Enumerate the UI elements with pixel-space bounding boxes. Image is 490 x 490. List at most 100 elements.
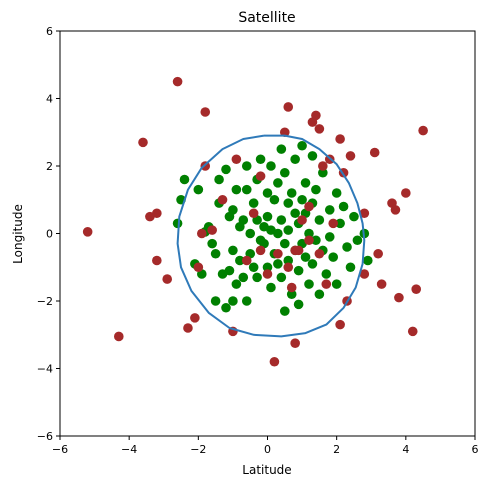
decision-boundary-line: [176, 134, 366, 338]
x-tick-label: −4: [121, 443, 137, 456]
x-tick-label: −6: [52, 443, 68, 456]
boundary-layer: [176, 134, 366, 338]
red-point: [262, 269, 273, 279]
red-point: [196, 228, 207, 239]
green-point: [300, 252, 311, 262]
red-point: [373, 248, 383, 259]
green-point: [307, 151, 318, 161]
red-point: [152, 208, 162, 219]
green-point: [279, 238, 290, 249]
green-point: [262, 262, 273, 273]
green-point: [314, 289, 325, 300]
green-point: [304, 228, 314, 239]
green-point: [293, 265, 304, 276]
chart-title: Satellite: [238, 10, 295, 26]
green-point: [172, 218, 183, 229]
green-point: [273, 228, 283, 239]
green-point: [241, 296, 252, 306]
red-point: [138, 137, 148, 148]
green-point: [283, 225, 294, 235]
red-point: [255, 171, 266, 181]
red-point: [82, 227, 93, 237]
red-point: [217, 194, 228, 205]
green-point: [269, 194, 280, 205]
red-point: [193, 262, 204, 273]
green-point: [228, 296, 238, 306]
y-tick-label: 6: [46, 25, 53, 38]
green-point: [241, 161, 252, 171]
green-point: [349, 211, 359, 222]
red-point: [248, 208, 259, 219]
red-point: [418, 125, 428, 136]
red-point: [162, 274, 173, 284]
green-point: [328, 252, 339, 262]
green-point: [207, 238, 217, 249]
red-point: [113, 331, 124, 342]
green-point: [179, 174, 190, 185]
green-point: [314, 215, 325, 225]
red-point: [411, 284, 422, 294]
red-point: [290, 338, 300, 348]
red-point: [376, 279, 387, 289]
green-point: [238, 215, 249, 225]
green-point: [311, 235, 321, 246]
green-point: [235, 255, 245, 266]
green-point: [262, 211, 273, 222]
green-point: [324, 205, 335, 215]
green-point: [297, 140, 307, 151]
red-point: [152, 255, 162, 266]
red-point: [183, 323, 193, 333]
green-point: [210, 248, 221, 259]
green-point: [307, 259, 318, 269]
y-tick-label: −4: [37, 363, 53, 376]
red-point: [200, 107, 211, 117]
red-point: [255, 245, 266, 256]
red-point: [273, 248, 283, 259]
red-point: [172, 76, 183, 87]
green-point: [276, 144, 287, 154]
green-point: [279, 306, 290, 316]
green-point: [331, 188, 342, 198]
green-point: [210, 296, 221, 306]
green-point: [221, 164, 231, 175]
red-point: [394, 292, 404, 303]
green-point: [321, 269, 332, 279]
green-point: [241, 184, 252, 195]
red-point: [231, 154, 242, 165]
green-point: [293, 299, 304, 310]
green-point: [283, 255, 294, 266]
green-point: [248, 262, 259, 273]
x-tick-label: 2: [333, 443, 340, 456]
plot-frame: [59, 30, 476, 437]
red-point: [286, 282, 297, 293]
y-tick-label: 2: [46, 160, 53, 173]
red-point: [401, 188, 411, 198]
red-point: [283, 102, 294, 112]
red-point: [290, 245, 300, 256]
green-point: [283, 198, 294, 208]
green-point: [255, 154, 266, 165]
green-point: [228, 245, 238, 256]
red-point: [345, 151, 356, 161]
green-point: [231, 184, 242, 195]
green-point: [318, 167, 328, 178]
red-point: [314, 124, 325, 134]
green-point: [304, 279, 314, 289]
x-tick-label: −2: [190, 443, 206, 456]
red-point: [297, 215, 307, 225]
green-point: [345, 262, 356, 273]
green-point: [266, 282, 276, 293]
green-point: [338, 201, 349, 212]
green-point: [286, 188, 297, 198]
red-point: [190, 313, 200, 323]
y-tick-label: 4: [46, 93, 53, 106]
red-point: [328, 218, 339, 229]
green-point: [342, 242, 352, 252]
red-point: [335, 134, 345, 144]
green-point: [290, 208, 300, 219]
red-point: [318, 161, 328, 171]
red-point: [359, 208, 370, 219]
green-point: [262, 188, 273, 198]
green-point: [245, 228, 256, 239]
